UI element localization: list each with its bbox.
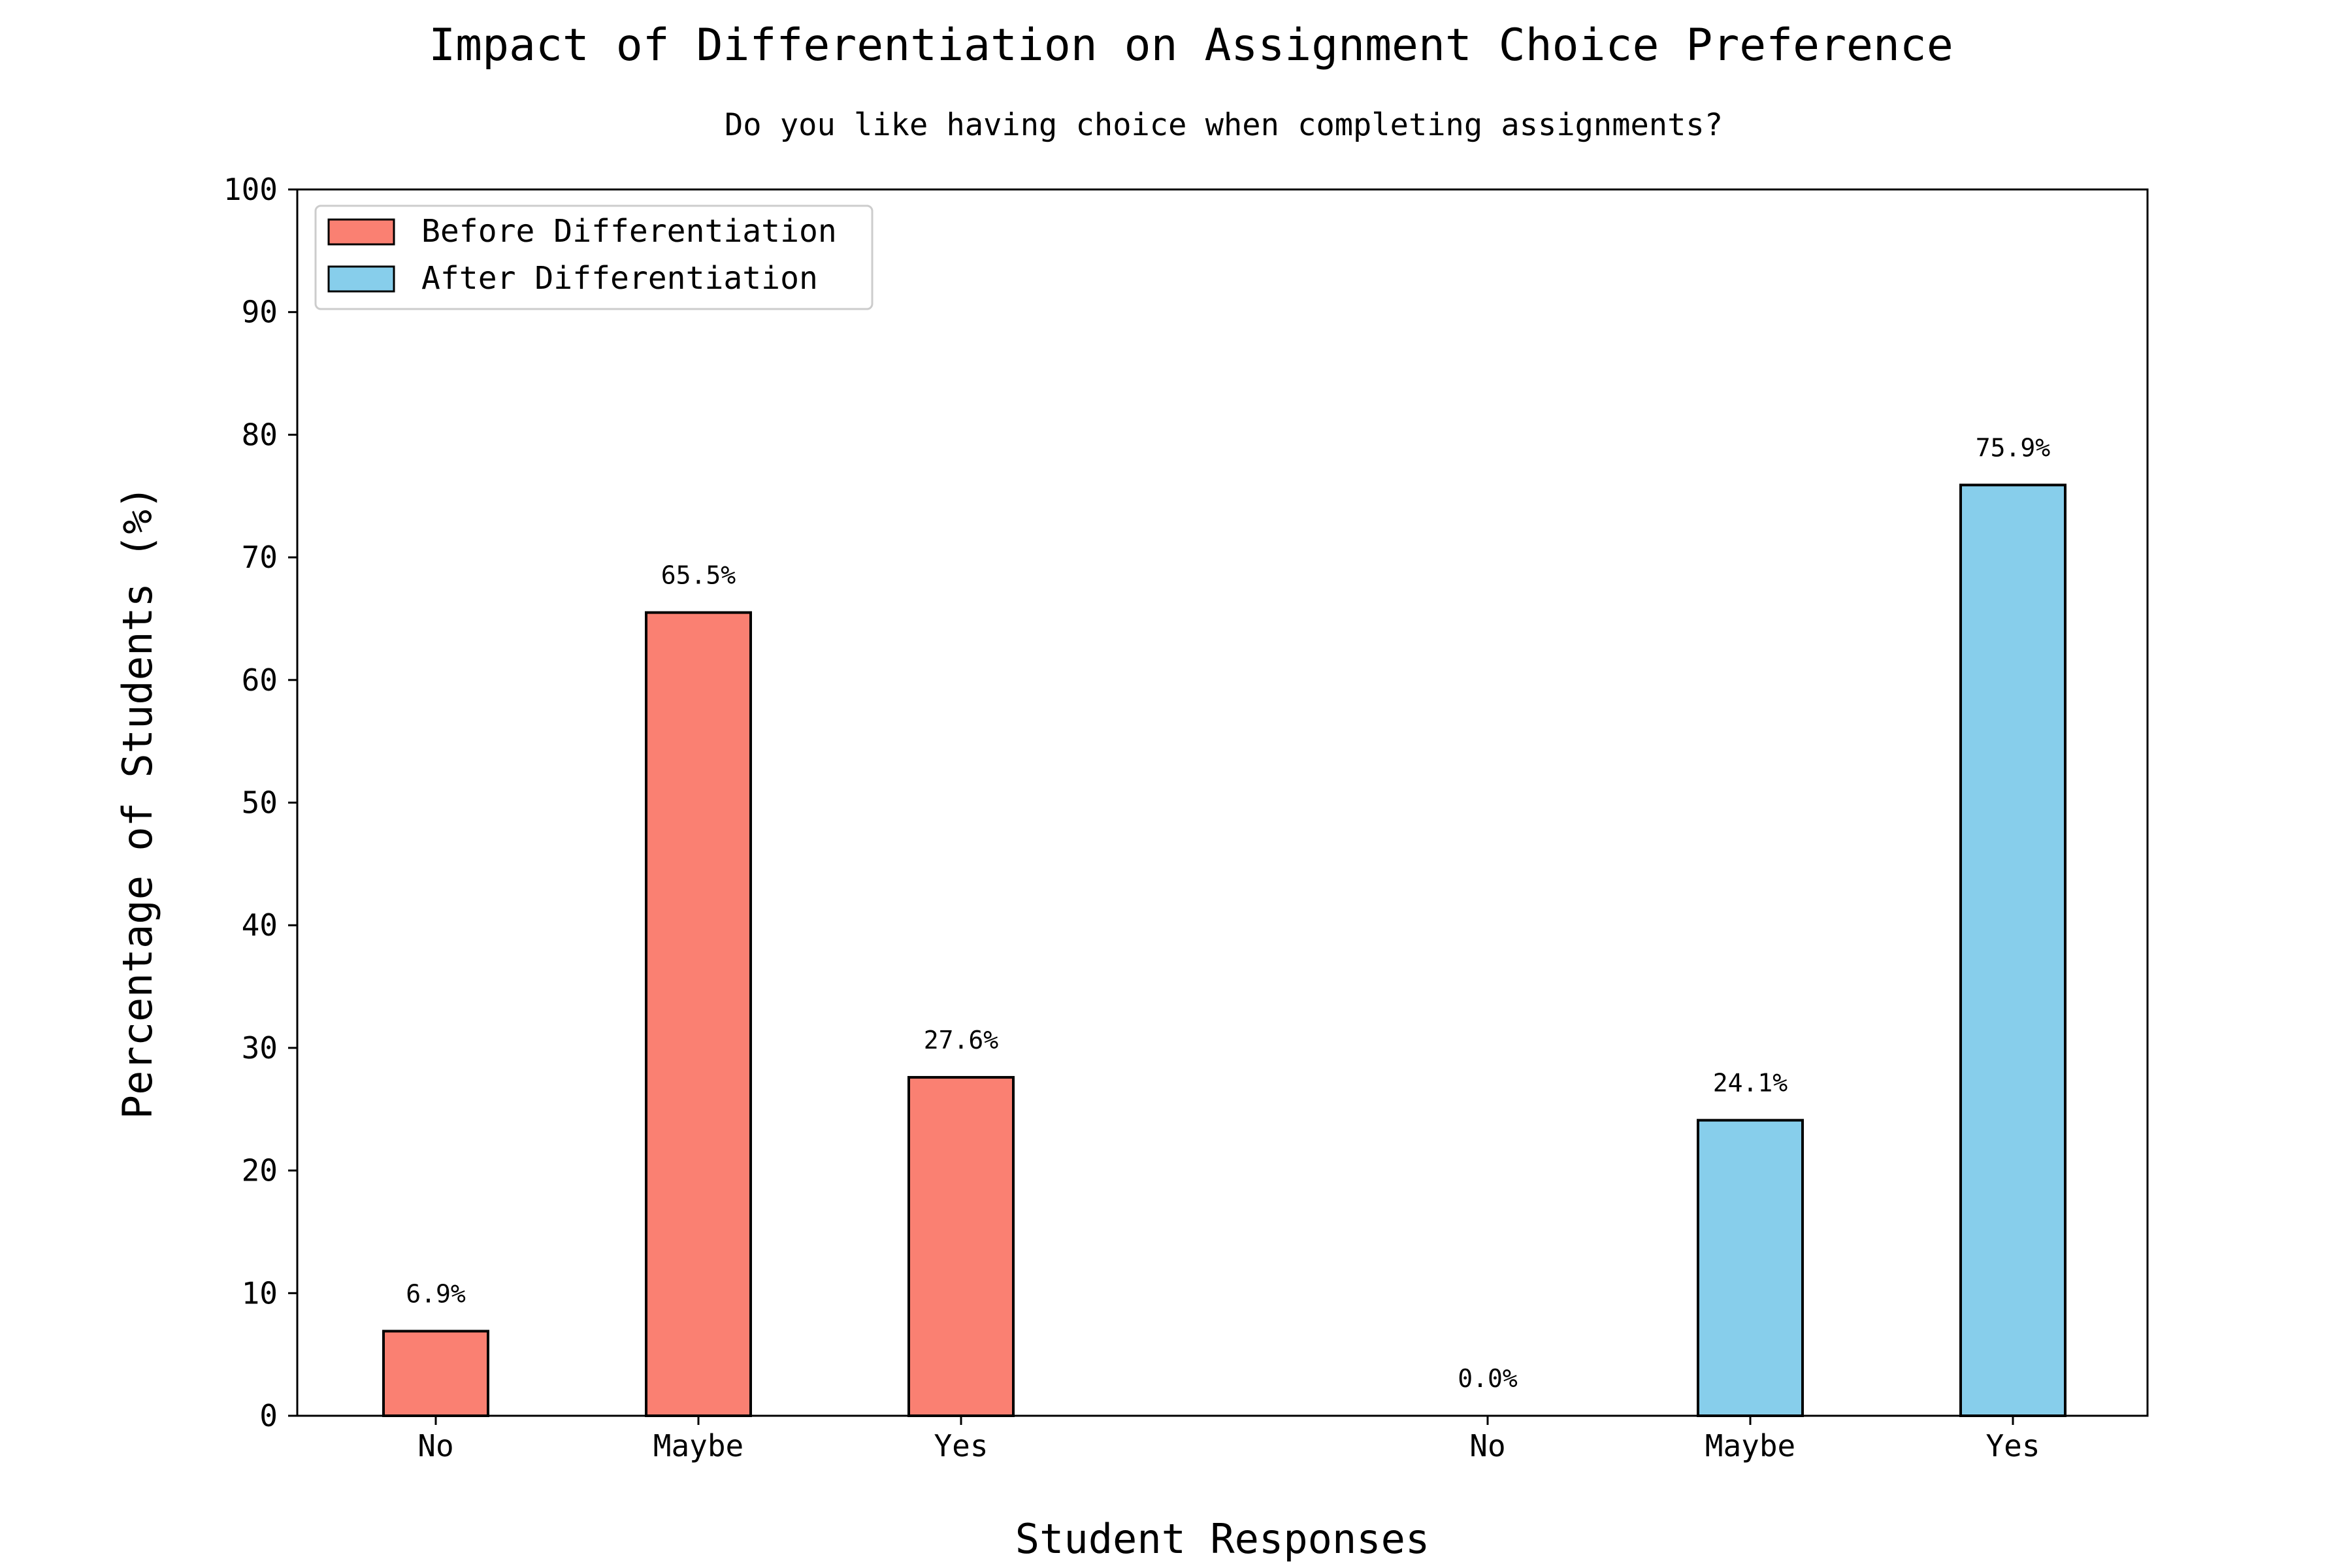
- x-axis-label: Student Responses: [1015, 1515, 1430, 1563]
- bar-before-yes: [907, 1075, 1015, 1417]
- bar-value-label: 65.5%: [661, 561, 736, 590]
- legend-label-after: After Differentiation: [421, 260, 818, 297]
- y-tick-label: 10: [242, 1275, 278, 1311]
- y-axis: 0 10 20 30 40 50 60 70 80 90 100: [223, 172, 297, 1433]
- y-tick-label: 80: [242, 417, 278, 452]
- bar-value-label: 75.9%: [1976, 433, 2051, 462]
- bar-value-label: 24.1%: [1713, 1069, 1788, 1098]
- y-tick-label: 40: [242, 907, 278, 943]
- bar-value-label: 6.9%: [406, 1279, 466, 1308]
- y-axis-label: Percentage of Students (%): [114, 485, 161, 1120]
- y-tick-label: 30: [242, 1030, 278, 1066]
- x-tick-label: Maybe: [1705, 1428, 1795, 1463]
- bar-before-no: [382, 1330, 489, 1418]
- bar-before-maybe: [645, 611, 752, 1418]
- plot-frame: [296, 188, 2149, 1417]
- y-tick-label: 0: [259, 1398, 278, 1433]
- y-tick-label: 90: [242, 295, 278, 330]
- bar-value-label: 27.6%: [924, 1026, 999, 1054]
- x-tick-label: Yes: [934, 1428, 988, 1463]
- y-tick-label: 20: [242, 1153, 278, 1188]
- legend-frame: [314, 204, 874, 310]
- chart-title: Impact of Differentiation on Assignment …: [429, 20, 1953, 71]
- bar-value-label: 0.0%: [1458, 1364, 1518, 1393]
- x-tick-label: No: [417, 1428, 453, 1463]
- x-axis: No Maybe Yes No Maybe Yes: [417, 1416, 2040, 1463]
- y-tick-label: 50: [242, 785, 278, 821]
- y-tick-label: 100: [223, 172, 278, 207]
- x-tick-label: Maybe: [653, 1428, 743, 1463]
- legend-swatch-before: [327, 218, 395, 246]
- bar-after-yes: [1959, 483, 2066, 1417]
- y-tick-label: 60: [242, 662, 278, 698]
- legend: Before Differentiation After Differentia…: [314, 204, 874, 310]
- bar-after-maybe: [1697, 1119, 1804, 1417]
- legend-label-before: Before Differentiation: [421, 213, 837, 250]
- x-tick-label: Yes: [1985, 1428, 2040, 1463]
- legend-swatch-after: [327, 265, 395, 293]
- bar-labels-layer: 6.9% 65.5% 27.6% 0.0% 24.1% 75.9%: [406, 433, 2050, 1393]
- x-tick-label: No: [1469, 1428, 1505, 1463]
- bars-layer: [382, 483, 2066, 1418]
- chart-subtitle: Do you like having choice when completin…: [725, 107, 1723, 143]
- y-tick-label: 70: [242, 540, 278, 575]
